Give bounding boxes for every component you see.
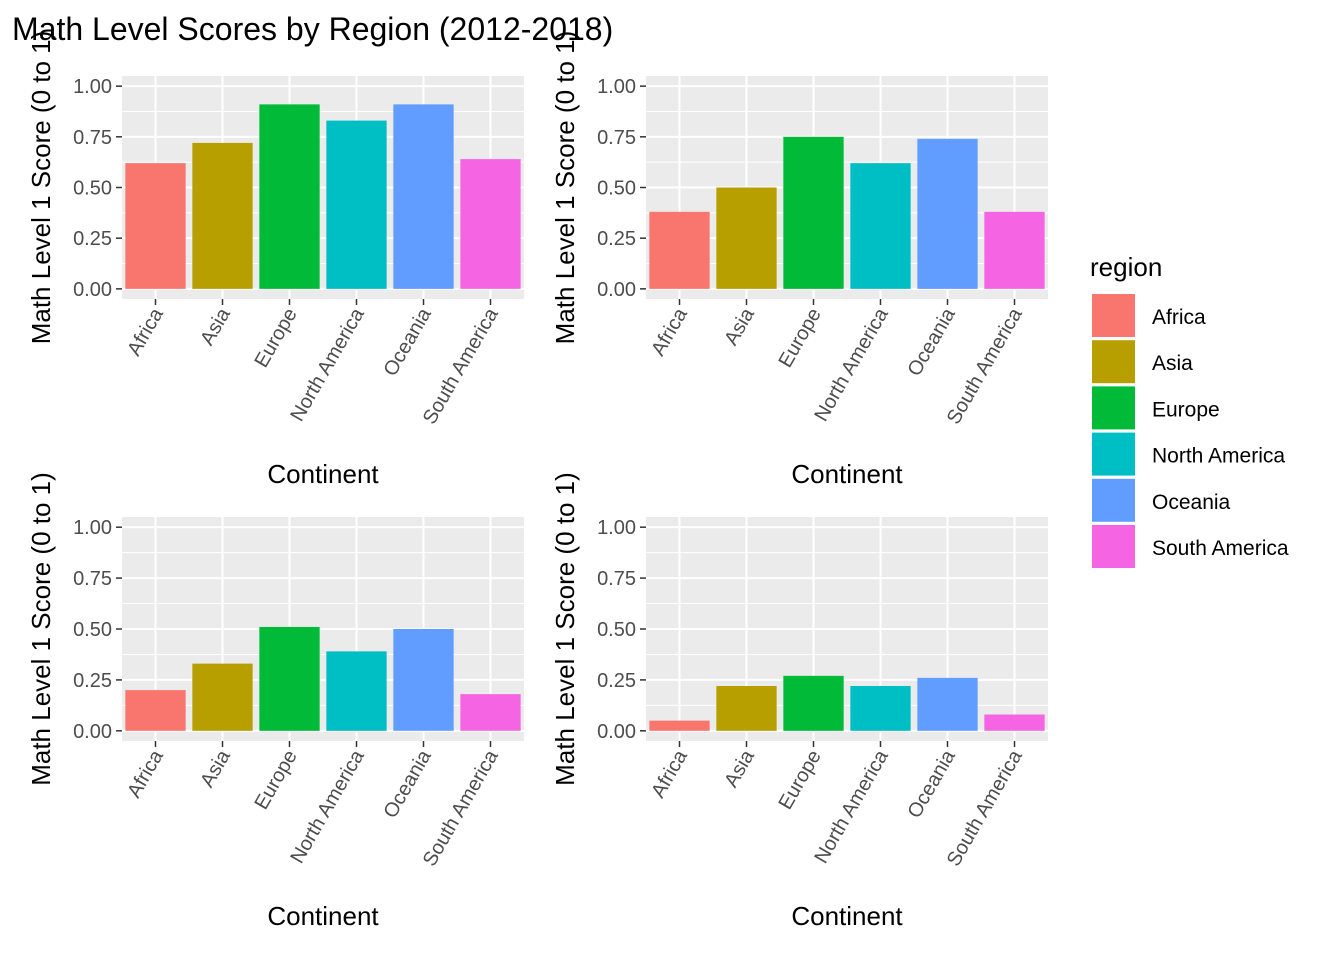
x-tick-label: Asia (196, 304, 235, 349)
legend-items: Africa Asia Europe North America Oceania Sout… (1092, 294, 1289, 568)
legend-label: South America (1152, 537, 1289, 560)
legend-label: Africa (1152, 306, 1206, 329)
x-tick-label: Europe (775, 305, 826, 372)
y-tick-label: 0.25 (73, 228, 112, 250)
bar-asia (716, 686, 777, 731)
legend-label: North America (1152, 445, 1285, 468)
y-tick-label: 1.00 (73, 517, 112, 539)
panel-3: 0.00 0.25 0.50 0.75 1.00 Africa Asia EuropeNort… (26, 472, 524, 931)
legend-key-north-america (1092, 432, 1135, 476)
x-tick-label: Africa (647, 304, 692, 360)
legend-label: Oceania (1152, 491, 1231, 514)
bar-oceania (917, 138, 978, 289)
legend-key-africa (1092, 294, 1135, 337)
y-tick-label: 0.50 (597, 619, 636, 641)
x-axis-title: Continent (791, 459, 903, 489)
y-tick-label: 0.50 (73, 619, 112, 641)
legend-label: Europe (1152, 398, 1220, 421)
y-tick-label: 0.50 (597, 178, 636, 200)
panel-2: 0.00 0.25 0.50 0.75 1.00 Africa Asia EuropeNort… (550, 31, 1048, 489)
bar-europe (783, 136, 844, 289)
bar-oceania (393, 629, 454, 731)
bar-north-america (326, 120, 387, 289)
y-tick-label: 0.00 (73, 279, 112, 301)
x-tick-label: Africa (123, 304, 168, 360)
bar-europe (259, 104, 320, 289)
y-tick-label: 0.25 (597, 670, 636, 692)
x-tick-label: Europe (775, 747, 826, 814)
y-tick-label: 0.25 (597, 228, 636, 250)
bar-oceania (393, 104, 454, 289)
panel-1: 0.00 0.25 0.50 0.75 1.00 Africa Asia EuropeNort… (26, 31, 524, 489)
legend-key-oceania (1092, 478, 1135, 522)
x-tick-label: Oceania (380, 746, 437, 822)
legend-label: Asia (1152, 352, 1193, 375)
bar-south-america (460, 694, 521, 731)
x-tick-label: North America (286, 304, 369, 425)
y-tick-label: 0.75 (597, 568, 636, 590)
x-tick-label: Oceania (904, 746, 961, 822)
bar-africa (649, 211, 710, 289)
y-tick-label: 0.75 (73, 127, 112, 149)
y-tick-label: 0.00 (73, 721, 112, 743)
y-tick-label: 1.00 (597, 517, 636, 539)
bar-oceania (917, 677, 978, 731)
y-tick-label: 1.00 (597, 76, 636, 98)
x-tick-label: Oceania (904, 304, 961, 380)
y-axis-title: Math Level 1 Score (0 to 1) (26, 31, 56, 345)
y-tick-label: 0.75 (73, 568, 112, 590)
x-tick-label: Asia (720, 304, 759, 349)
x-axis-title: Continent (267, 459, 379, 489)
x-axis-title: Continent (267, 901, 379, 931)
bar-asia (192, 663, 253, 731)
y-tick-label: 0.75 (597, 127, 636, 149)
x-tick-label: Africa (123, 746, 168, 802)
x-tick-label: Oceania (380, 304, 437, 380)
bar-north-america (326, 651, 387, 731)
y-tick-label: 0.50 (73, 178, 112, 200)
bar-south-america (460, 159, 521, 289)
legend: region Africa Asia Europe North America Ocea… (1090, 252, 1289, 568)
x-tick-label: North America (286, 746, 369, 867)
legend-title: region (1090, 252, 1162, 282)
x-tick-label: Asia (720, 746, 759, 791)
bar-south-america (984, 211, 1045, 289)
bar-africa (125, 163, 186, 289)
bar-europe (783, 675, 844, 731)
y-tick-label: 0.25 (73, 670, 112, 692)
legend-key-south-america (1092, 525, 1135, 568)
legend-key-asia (1092, 340, 1135, 384)
chart-title: Math Level Scores by Region (2012-2018) (12, 11, 613, 47)
bar-north-america (850, 686, 911, 731)
y-axis-title: Math Level 1 Score (0 to 1) (550, 31, 580, 345)
y-tick-label: 0.00 (597, 279, 636, 301)
bar-asia (716, 187, 777, 289)
x-tick-label: Europe (251, 305, 302, 372)
x-tick-label: North America (810, 746, 893, 867)
bar-north-america (850, 163, 911, 289)
legend-key-europe (1092, 386, 1135, 430)
bar-south-america (984, 714, 1045, 731)
bar-africa (125, 690, 186, 731)
x-tick-label: North America (810, 304, 893, 425)
x-tick-label: Europe (251, 747, 302, 814)
bar-asia (192, 142, 253, 289)
y-axis-title: Math Level 1 Score (0 to 1) (550, 472, 580, 786)
x-tick-label: Asia (196, 746, 235, 791)
bar-africa (649, 720, 710, 731)
bar-europe (259, 626, 320, 731)
x-tick-label: Africa (647, 746, 692, 802)
y-axis-title: Math Level 1 Score (0 to 1) (26, 472, 56, 786)
y-tick-label: 0.00 (597, 721, 636, 743)
panel-4: 0.00 0.25 0.50 0.75 1.00 Africa Asia EuropeNort… (550, 472, 1048, 931)
x-axis-title: Continent (791, 901, 903, 931)
y-tick-label: 1.00 (73, 76, 112, 98)
